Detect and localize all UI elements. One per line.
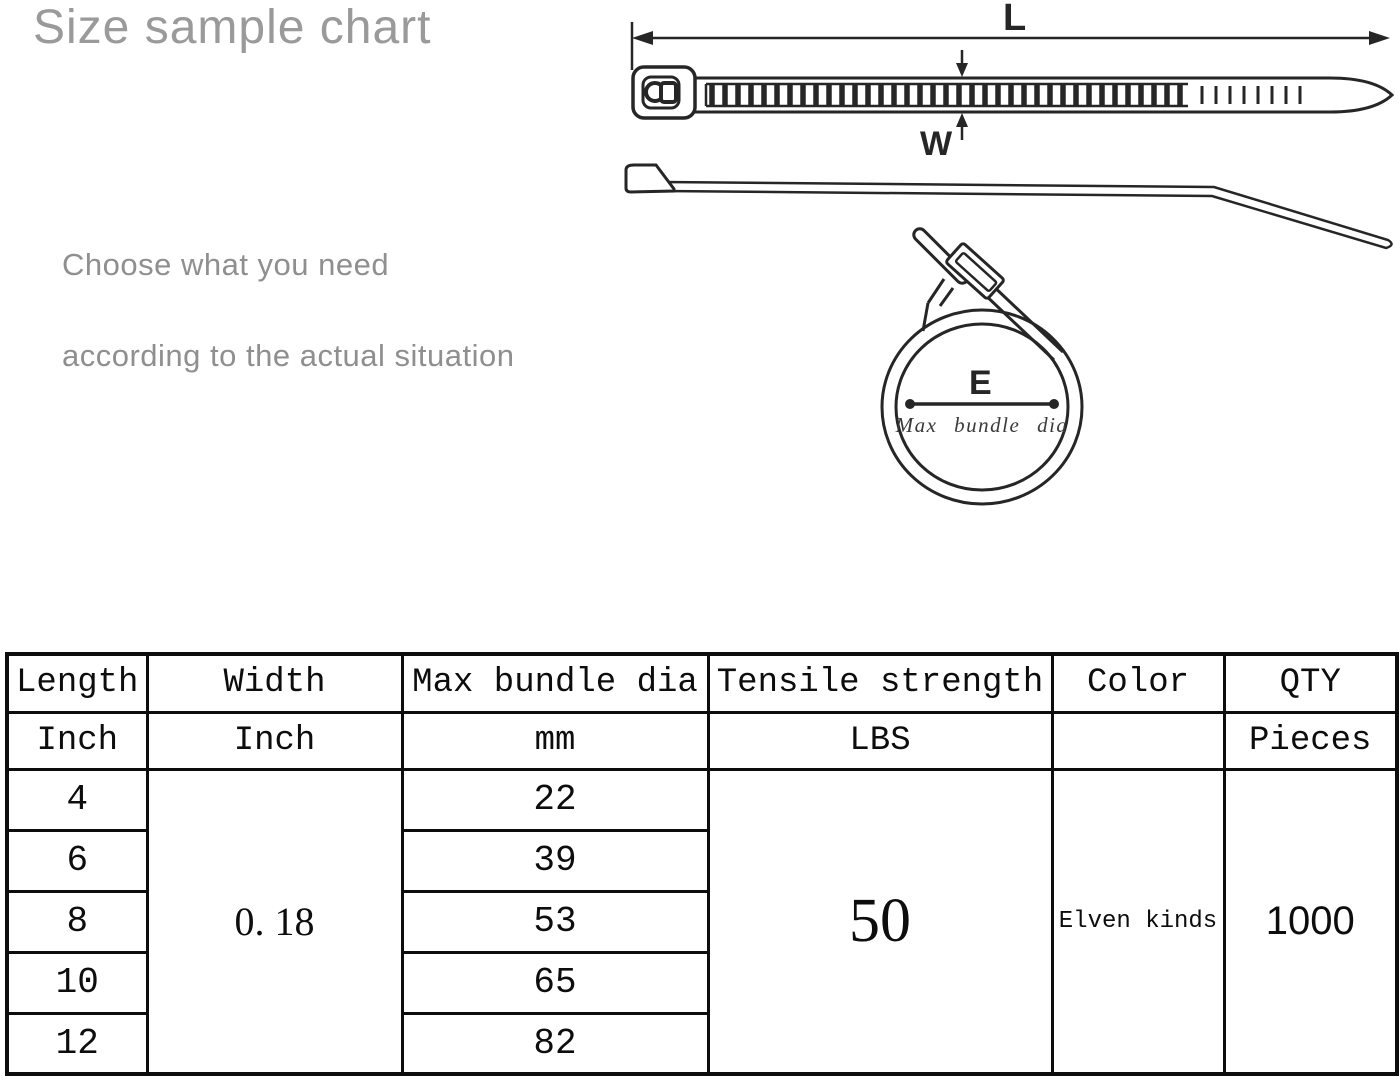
unit-max-bundle-dia: mm [400,710,710,771]
cable-tie-loop-view: E Max bundle dia [880,227,1084,506]
col-header-max-bundle-dia: Max bundle dia [400,652,710,714]
width-value: 0. 18 [145,767,404,1076]
header-row: Length Width Max bundle dia Tensile stre… [5,652,1399,714]
dia-value: 39 [400,828,710,893]
bundle-diameter-label: E [969,364,992,402]
length-label: L [1003,0,1026,39]
subtitle-line-2: according to the actual situation [62,338,515,373]
length-value: 12 [5,1011,149,1076]
strap-end-ticks [1200,86,1302,104]
bundle-diameter-dimension: E Max bundle dia [895,364,1069,437]
table-row: 4 0. 18 22 50 Elven kinds 1000 [5,767,1399,1076]
cable-tie-diagram: L W [624,0,1395,506]
length-value: 6 [5,828,149,893]
loop-tie-head [945,242,1005,300]
length-value: 8 [5,889,149,954]
qty-value: 1000 [1222,767,1399,1076]
dia-value: 65 [400,950,710,1015]
size-table-container: Length Width Max bundle dia Tensile stre… [5,652,1399,1076]
unit-color [1050,710,1226,771]
subtitle-line-1: Choose what you need [62,247,390,282]
col-header-width: Width [145,652,404,714]
unit-row: Inch Inch mm LBS Pieces [5,710,1399,771]
width-dimension-arrows: W [920,50,968,163]
col-header-tensile-strength: Tensile strength [706,652,1054,714]
table-row: 8 53 [5,889,1397,954]
unit-qty: Pieces [1222,710,1399,771]
dia-value: 82 [400,1011,710,1076]
table-row: 6 39 [5,828,1397,893]
length-value: 4 [5,767,149,832]
page-title: Size sample chart [33,1,432,54]
length-value: 10 [5,950,149,1015]
col-header-color: Color [1050,652,1226,714]
cable-tie-side-view [624,163,1393,250]
length-dimension-arrow: L [630,0,1390,70]
table-row: 10 65 [5,950,1397,1015]
width-label: W [920,125,953,163]
color-value: Elven kinds [1050,767,1226,1076]
unit-tensile-strength: LBS [706,710,1054,771]
col-header-qty: QTY [1222,652,1399,714]
unit-length: Inch [5,710,149,771]
col-header-length: Length [5,652,149,714]
bundle-diameter-caption: Max bundle dia [895,413,1069,437]
tie-head [631,65,697,120]
dia-value: 53 [400,889,710,954]
tensile-value: 50 [706,767,1054,1076]
cable-tie-top-view: L W [630,0,1395,163]
dia-value: 22 [400,767,710,832]
table-row: 12 82 [5,1011,1397,1076]
strap-ribs [709,85,1183,105]
unit-width: Inch [145,710,404,771]
size-table: Length Width Max bundle dia Tensile stre… [5,652,1399,1076]
